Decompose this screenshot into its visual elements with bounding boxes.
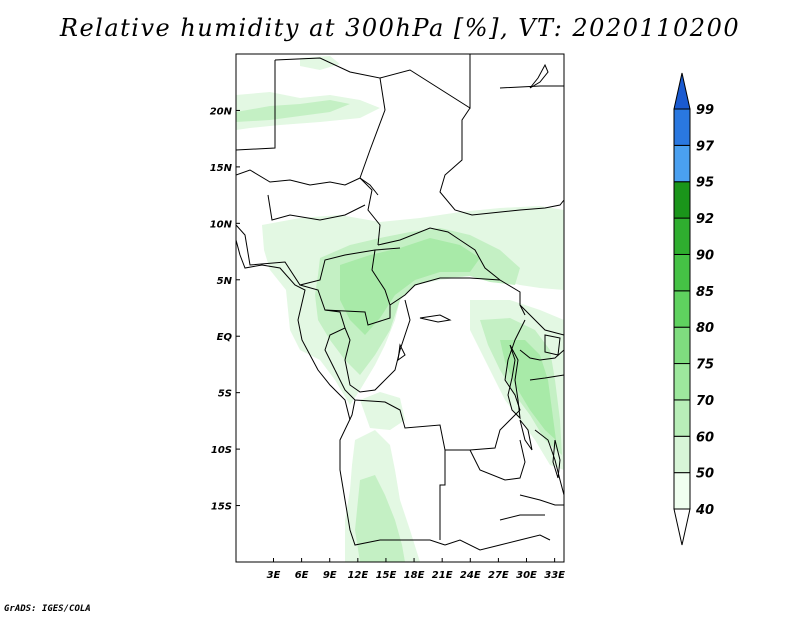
border-line <box>469 439 526 481</box>
grads-credit: GrADS: IGES/COLA <box>4 604 91 614</box>
border-line <box>534 429 564 496</box>
lon-tick-label: 21E <box>432 570 453 581</box>
colorbar-top-triangle <box>673 72 691 110</box>
lon-tick-label: 6E <box>295 570 309 581</box>
border-line <box>529 374 564 381</box>
border-line <box>324 305 391 326</box>
latitude-axis: 20N 15N 10N 5N EQ 5S 10S 15S <box>210 106 240 513</box>
country-borders <box>236 54 564 551</box>
colorbar-segment <box>673 326 691 365</box>
border-line <box>371 249 501 306</box>
border-line <box>519 494 564 506</box>
lat-tick-label: 20N <box>210 106 233 117</box>
lat-tick-label: 5N <box>217 276 233 287</box>
lon-tick-label: 30E <box>516 570 537 581</box>
lon-tick-label: 15E <box>376 570 397 581</box>
lake-outline <box>519 419 533 451</box>
colorbar-label: 97 <box>696 139 715 154</box>
colorbar-segment <box>673 253 691 292</box>
border-line <box>344 299 411 393</box>
humidity-shading <box>236 56 564 562</box>
border-line <box>299 284 346 371</box>
lat-tick-label: 15S <box>211 502 232 513</box>
border-line <box>439 107 564 216</box>
lake-outline <box>552 439 561 479</box>
humidity-area-north-top <box>300 56 340 70</box>
colorbar-label: 70 <box>696 394 714 409</box>
map-frame <box>235 53 565 563</box>
colorbar-segment <box>673 217 691 255</box>
border-line <box>444 534 551 551</box>
border-line <box>379 54 471 109</box>
border-line <box>377 227 526 316</box>
lake-outline <box>419 314 452 323</box>
lon-tick-label: 9E <box>323 570 337 581</box>
colorbar-label: 99 <box>696 103 714 118</box>
border-line <box>499 85 564 89</box>
colorbar-label: 85 <box>696 285 714 300</box>
colorbar-label: 92 <box>696 212 714 227</box>
colorbar-segment <box>673 181 691 219</box>
lat-tick-label: EQ <box>217 332 233 343</box>
colorbar-segment <box>673 363 691 401</box>
border-line <box>236 224 401 286</box>
border-line <box>334 319 526 451</box>
lon-tick-label: 12E <box>347 570 368 581</box>
colorbar-segment <box>673 108 691 146</box>
humidity-area-southwest <box>360 392 405 430</box>
border-line <box>267 194 366 221</box>
colorbar-segment <box>673 290 691 328</box>
border-line <box>339 399 446 546</box>
border-line <box>236 60 276 151</box>
colorbar-label: 75 <box>696 358 714 373</box>
humidity-area-north-core <box>236 100 350 122</box>
lat-tick-label: 10N <box>210 219 233 230</box>
lat-tick-label: 10S <box>211 445 232 456</box>
colorbar-label: 90 <box>696 248 714 263</box>
colorbar-label: 60 <box>696 430 714 445</box>
lon-tick-label: 3E <box>267 570 281 581</box>
lon-tick-label: 27E <box>488 570 509 581</box>
colorbar-label: 40 <box>695 503 714 518</box>
map-title: Relative humidity at 300hPa [%], VT: 202… <box>59 14 741 42</box>
lat-tick-label: 15N <box>210 163 233 174</box>
colorbar-segment <box>673 144 691 183</box>
colorbar-label: 50 <box>696 467 714 482</box>
lake-outline <box>544 334 561 356</box>
longitude-axis: 3E 6E 9E 12E 15E 18E 21E 24E 27E 30E 33E <box>267 558 565 581</box>
lon-tick-label: 33E <box>544 570 565 581</box>
border-line <box>439 450 446 540</box>
colorbar-label: 95 <box>696 176 714 191</box>
colorbar-segment <box>673 472 691 510</box>
lat-tick-label: 5S <box>218 389 232 400</box>
humidity-area-wet <box>340 238 480 335</box>
border-line <box>499 514 545 521</box>
lake-outline <box>397 343 406 362</box>
lake-outline <box>529 63 549 89</box>
colorbar-label: 80 <box>696 321 714 336</box>
border-line <box>236 169 381 246</box>
border-line <box>519 304 564 336</box>
coastline <box>236 239 351 421</box>
colorbar-segment <box>673 399 691 437</box>
coastline <box>359 177 379 196</box>
colorbar-segment <box>673 435 691 474</box>
lon-tick-label: 24E <box>460 570 481 581</box>
lake-outline <box>507 344 521 420</box>
lon-tick-label: 18E <box>404 570 425 581</box>
colorbar-bottom-triangle <box>673 508 691 546</box>
colorbar: 40 50 60 70 75 80 85 90 92 95 97 99 <box>673 72 715 546</box>
